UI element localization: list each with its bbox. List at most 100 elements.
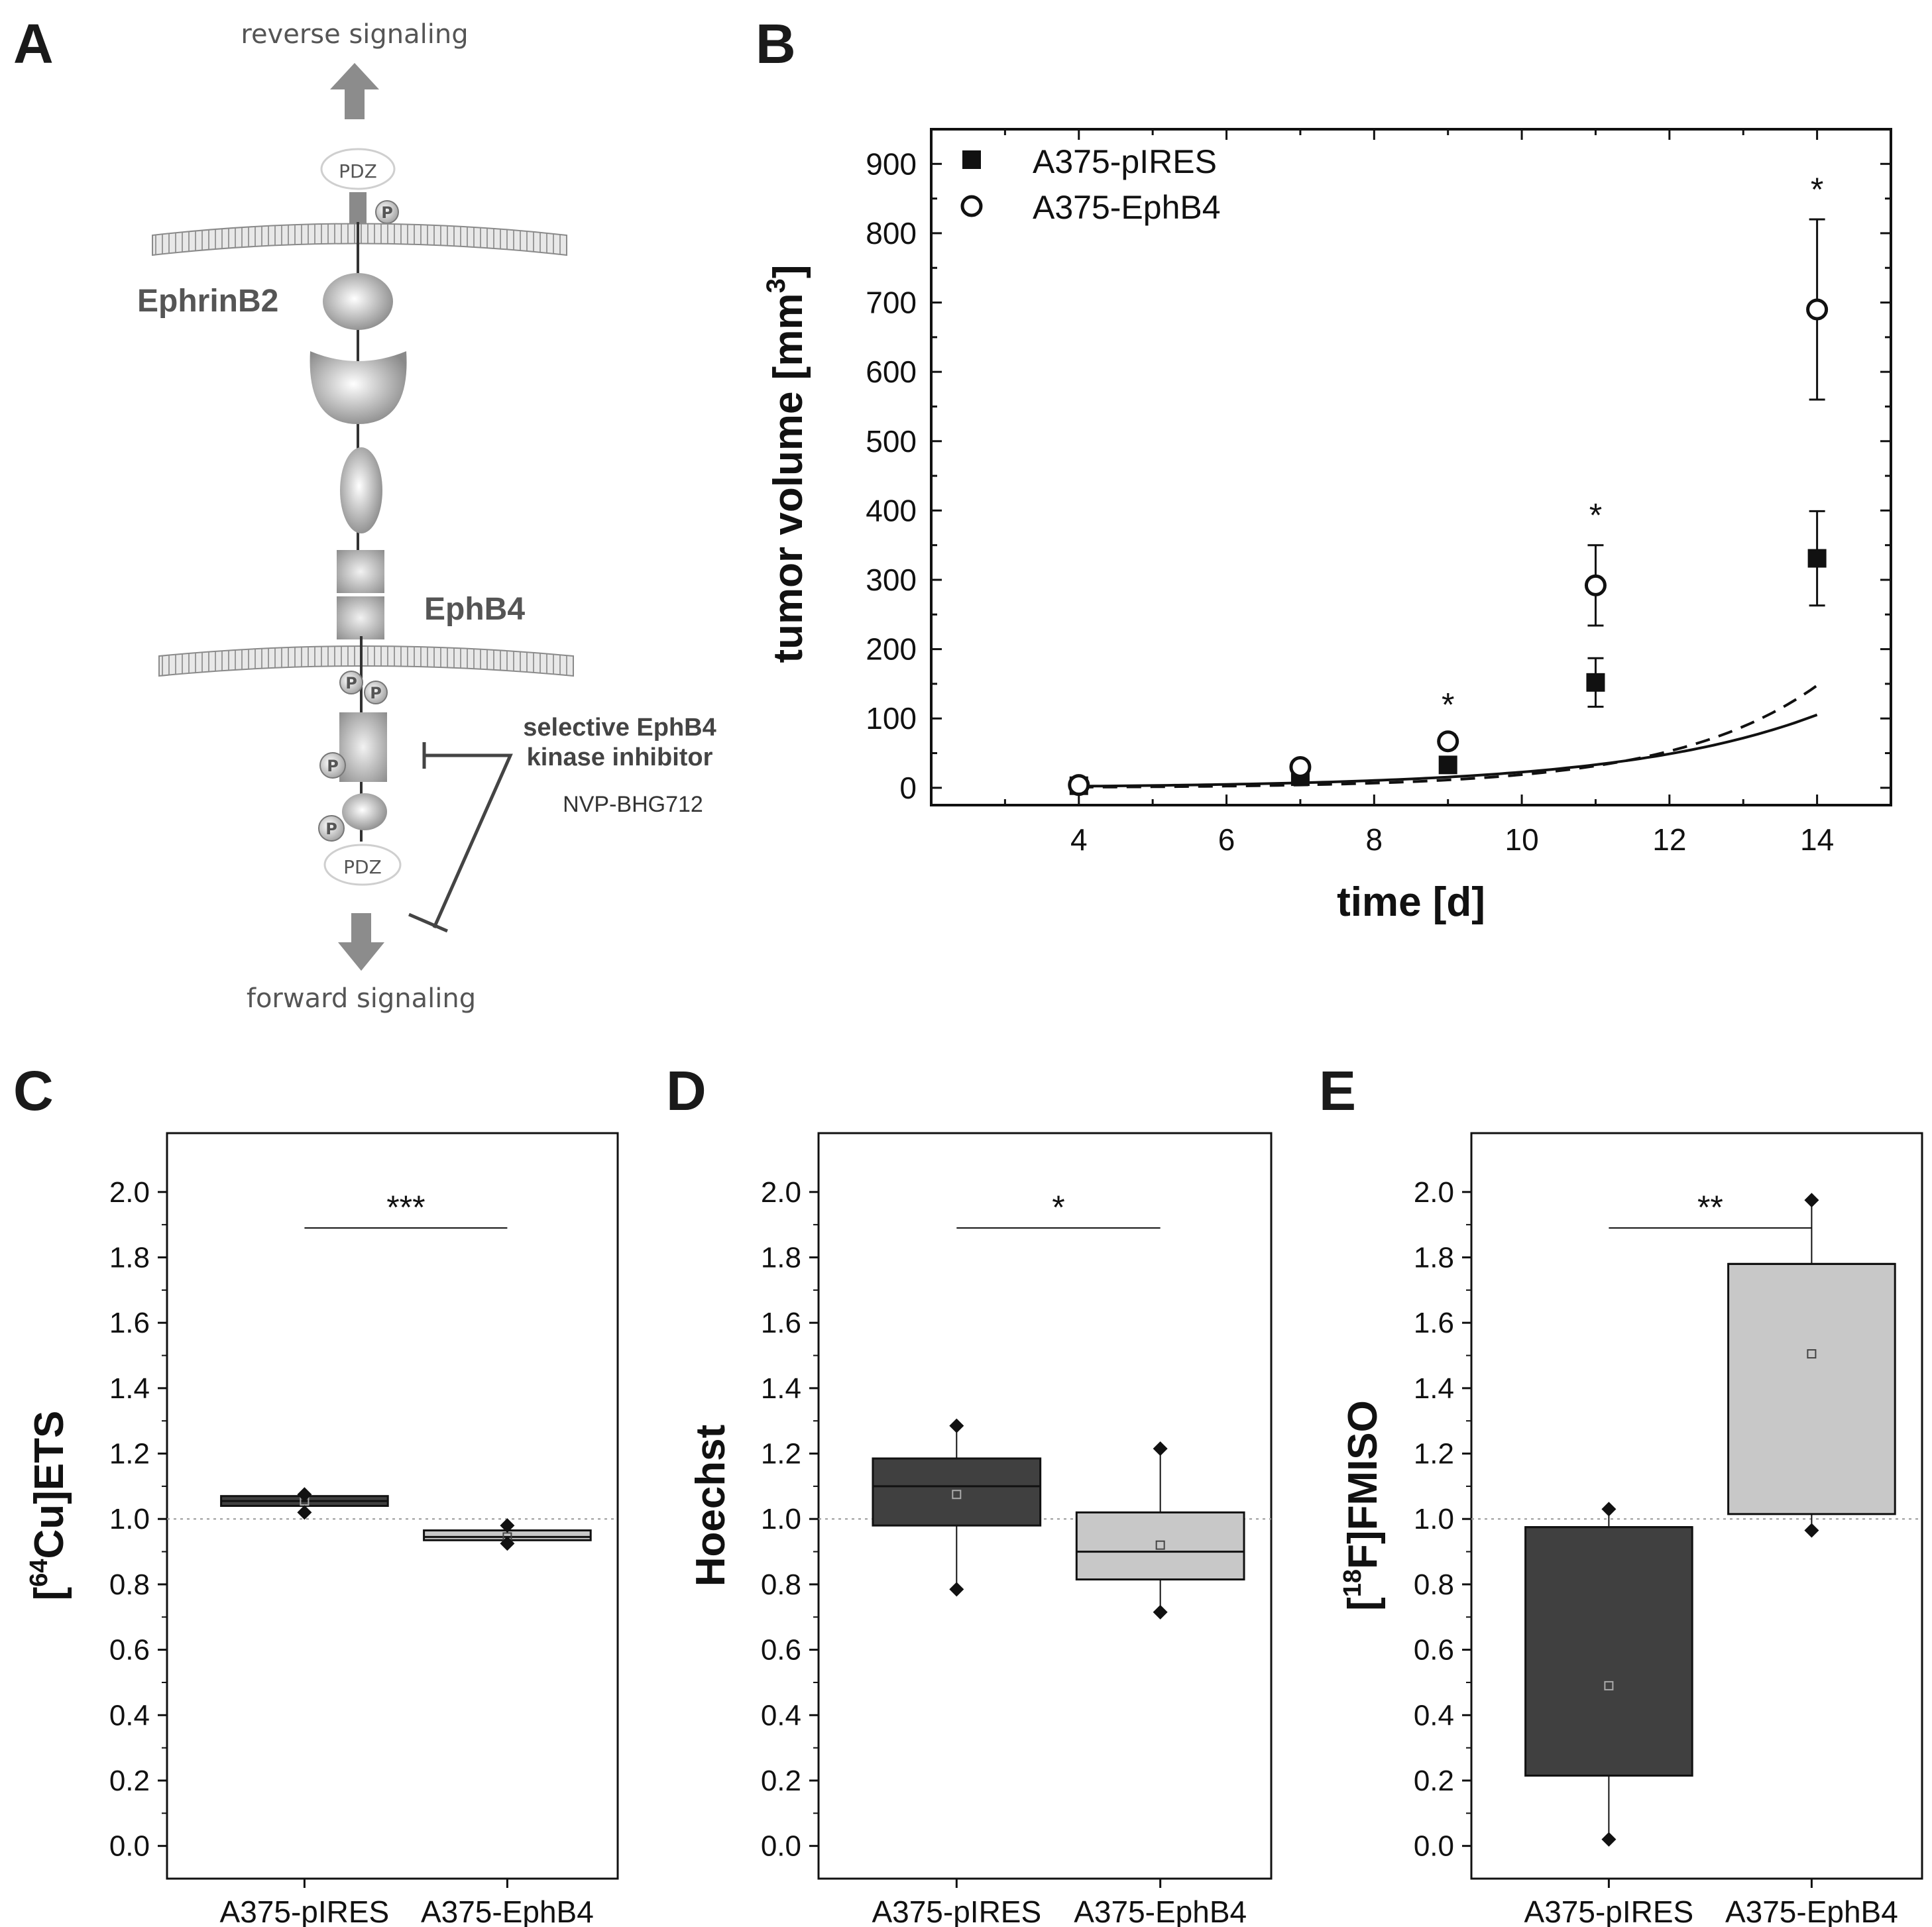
extreme-marker xyxy=(500,1536,515,1551)
ephb4-sam-domain-icon xyxy=(342,793,387,830)
y-tick-label: 1.6 xyxy=(1414,1307,1454,1339)
panel-label-d: D xyxy=(666,1060,707,1122)
y-tick-label: 0.2 xyxy=(1414,1765,1454,1797)
panel-label-c: C xyxy=(13,1060,54,1122)
significance-label: *** xyxy=(386,1189,425,1226)
forward-signaling-label: forward signaling xyxy=(247,983,476,1014)
extreme-marker xyxy=(1804,1193,1819,1208)
y-tick-label: 0.2 xyxy=(761,1765,801,1797)
ephb4-fn-domain-2-icon xyxy=(337,596,384,639)
x-tick-label: A375-pIRES xyxy=(220,1895,390,1927)
fit-curve-pires xyxy=(1078,713,1818,788)
y-tick-label-b: 800 xyxy=(866,216,917,250)
y-tick-label-b: 300 xyxy=(866,563,917,597)
phospho-1-label: P xyxy=(345,674,357,692)
box-pires xyxy=(1524,1526,1693,1777)
box-chart-c: [64Cu]ETS 0.0 0.2 0.4 0.6 0.8 1.0 1.2 1.4 1.6 1.8… xyxy=(25,1132,619,1927)
data-point-ephb4 xyxy=(1584,574,1607,596)
phospho-2-icon xyxy=(364,681,388,704)
y-tick-label: 1.8 xyxy=(109,1242,150,1274)
chart-b-x-axis-label: time [d] xyxy=(1337,879,1485,925)
x-tick-label-b: 6 xyxy=(1218,822,1235,857)
pdz-bottom-icon xyxy=(323,844,402,886)
y-tick-label: 0.2 xyxy=(109,1765,150,1797)
legend-label-ephb4: A375-EphB4 xyxy=(1033,189,1221,226)
y-tick-label-b: 100 xyxy=(866,701,917,736)
chart-e-frame xyxy=(1470,1132,1923,1880)
data-point-ephb4 xyxy=(1437,730,1459,753)
legend-marker-pires-icon xyxy=(962,150,981,169)
ephb4-kinase-domain-icon xyxy=(339,712,387,782)
y-tick-label-b: 200 xyxy=(866,632,917,667)
mean-marker xyxy=(1807,1349,1817,1359)
extreme-marker xyxy=(297,1487,312,1502)
ephrinb2-globule-icon xyxy=(323,273,393,330)
mean-marker xyxy=(1155,1540,1165,1550)
inhibitor-label-line2: kinase inhibitor xyxy=(527,743,713,771)
ephb4-globule-icon xyxy=(340,447,382,533)
x-tick-label: A375-pIRES xyxy=(1524,1895,1694,1927)
phospho-top-label: P xyxy=(381,203,393,222)
chart-b-fit-curves xyxy=(1078,684,1818,789)
extreme-marker xyxy=(500,1518,515,1533)
y-tick-label: 1.4 xyxy=(1414,1372,1454,1405)
x-tick-label-b: 4 xyxy=(1070,822,1088,857)
y-tick-label-b: 400 xyxy=(866,493,917,527)
extreme-marker xyxy=(1804,1523,1819,1538)
extreme-marker xyxy=(1153,1604,1168,1620)
y-tick-label: 0.4 xyxy=(1414,1699,1454,1732)
phospho-3-label: P xyxy=(327,757,339,775)
y-tick-label: 1.2 xyxy=(1414,1438,1454,1470)
pdz-bottom-label: PDZ xyxy=(343,856,382,878)
extreme-marker xyxy=(949,1418,964,1433)
chart-e-y-axis-label: [18F]FMISO xyxy=(1339,1400,1386,1611)
significance-label: * xyxy=(1052,1189,1064,1226)
mean-marker xyxy=(952,1490,962,1500)
y-tick-label: 1.0 xyxy=(1414,1503,1454,1535)
y-tick-label: 2.0 xyxy=(761,1176,801,1209)
chart-c-y-axis-label: [64Cu]ETS xyxy=(25,1411,72,1601)
y-tick-label: 0.6 xyxy=(1414,1634,1454,1667)
y-tick-label: 0.6 xyxy=(761,1634,801,1667)
y-tick-label-b: 700 xyxy=(866,286,917,320)
box-chart-d: Hoechst 0.0 0.2 0.4 0.6 0.8 1.0 1.2 1.4 1.6 1.8 2.… xyxy=(688,1132,1273,1927)
box-ephb4 xyxy=(1727,1262,1896,1515)
reverse-signaling-label: reverse signaling xyxy=(241,19,468,50)
data-point-ephb4 xyxy=(1806,298,1829,321)
signaling-diagram: reverse signaling PDZ P EphrinB2 EphB4 P… xyxy=(137,19,716,1014)
inhibitor-name: NVP-BHG712 xyxy=(563,792,703,817)
phospho-4-label: P xyxy=(325,820,337,838)
phospho-4-icon xyxy=(318,815,345,842)
y-tick-label-b: 600 xyxy=(866,355,917,389)
inhibition-bar-bottom-icon xyxy=(408,912,448,933)
data-point-ephb4 xyxy=(1068,774,1090,797)
x-tick-label: A375-pIRES xyxy=(872,1895,1041,1927)
y-tick-label: 1.4 xyxy=(109,1372,150,1405)
significance-star: * xyxy=(1589,497,1602,534)
y-tick-label: 1.8 xyxy=(761,1242,801,1274)
chart-c-frame xyxy=(166,1132,619,1880)
chart-b-y-axis-label: tumor volume [mm3] xyxy=(762,265,811,663)
pdz-top-label: PDZ xyxy=(339,160,377,182)
reverse-signaling-arrow-icon xyxy=(330,63,379,119)
legend-label-pires: A375-pIRES xyxy=(1033,143,1217,180)
y-tick-label: 0.8 xyxy=(761,1569,801,1601)
y-tick-label: 1.0 xyxy=(761,1503,801,1535)
forward-signaling-arrow-icon xyxy=(338,913,384,971)
inhibition-line-icon xyxy=(424,753,513,929)
y-tick-label: 0.4 xyxy=(761,1699,801,1732)
y-tick-label: 1.2 xyxy=(109,1438,150,1470)
y-tick-label: 0.8 xyxy=(109,1569,150,1601)
y-tick-label-b: 900 xyxy=(866,146,917,181)
y-tick-label: 0.0 xyxy=(1414,1830,1454,1863)
ephb4-fn-domain-1-icon xyxy=(337,550,384,593)
y-tick-label: 2.0 xyxy=(109,1176,150,1209)
data-point-ephb4 xyxy=(1289,755,1312,778)
ephb4-binding-domain-icon xyxy=(310,351,407,424)
x-tick-label-b: 10 xyxy=(1505,822,1538,857)
pdz-top-icon xyxy=(320,148,396,190)
significance-label: ** xyxy=(1697,1189,1723,1226)
chart-d-frame xyxy=(817,1132,1273,1880)
panel-label-e: E xyxy=(1319,1060,1356,1122)
